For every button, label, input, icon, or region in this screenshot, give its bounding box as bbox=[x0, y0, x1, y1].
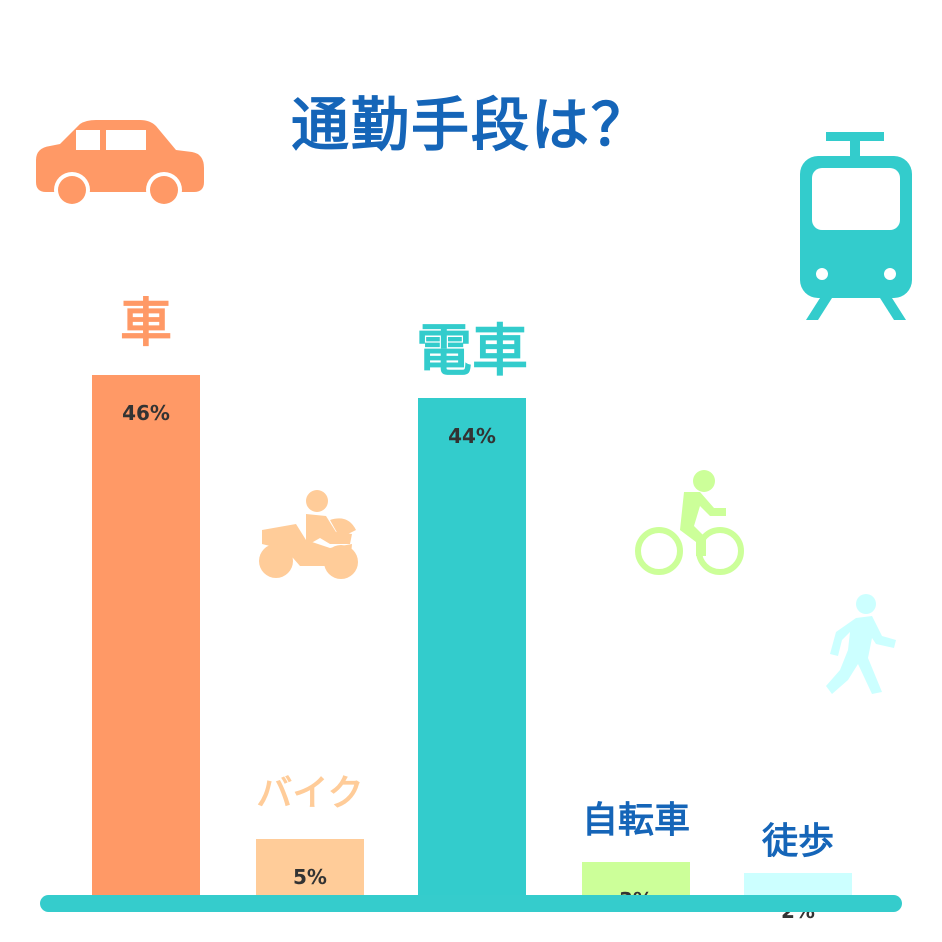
value-label: 5% bbox=[293, 865, 327, 889]
bar-4 bbox=[582, 862, 690, 896]
category-label: 電車 bbox=[416, 319, 528, 384]
bicycle-icon bbox=[635, 470, 744, 575]
value-label: 46% bbox=[122, 401, 170, 425]
category-label: 徒歩 bbox=[761, 821, 834, 862]
category-label: 車 bbox=[120, 294, 172, 354]
motorcycle-icon bbox=[259, 490, 358, 579]
x-axis-baseline bbox=[40, 895, 902, 912]
walking-person-icon bbox=[826, 594, 896, 694]
chart-title: 通勤手段は？ bbox=[290, 91, 651, 159]
category-label: 自転車 bbox=[582, 800, 690, 841]
bar-1 bbox=[92, 375, 200, 896]
category-label: バイク bbox=[256, 773, 363, 814]
value-label: 44% bbox=[448, 424, 496, 448]
bar-5 bbox=[744, 873, 852, 896]
bar-3 bbox=[418, 398, 526, 896]
train-icon bbox=[800, 132, 912, 320]
car-icon bbox=[36, 120, 204, 208]
bar-2 bbox=[256, 839, 364, 896]
